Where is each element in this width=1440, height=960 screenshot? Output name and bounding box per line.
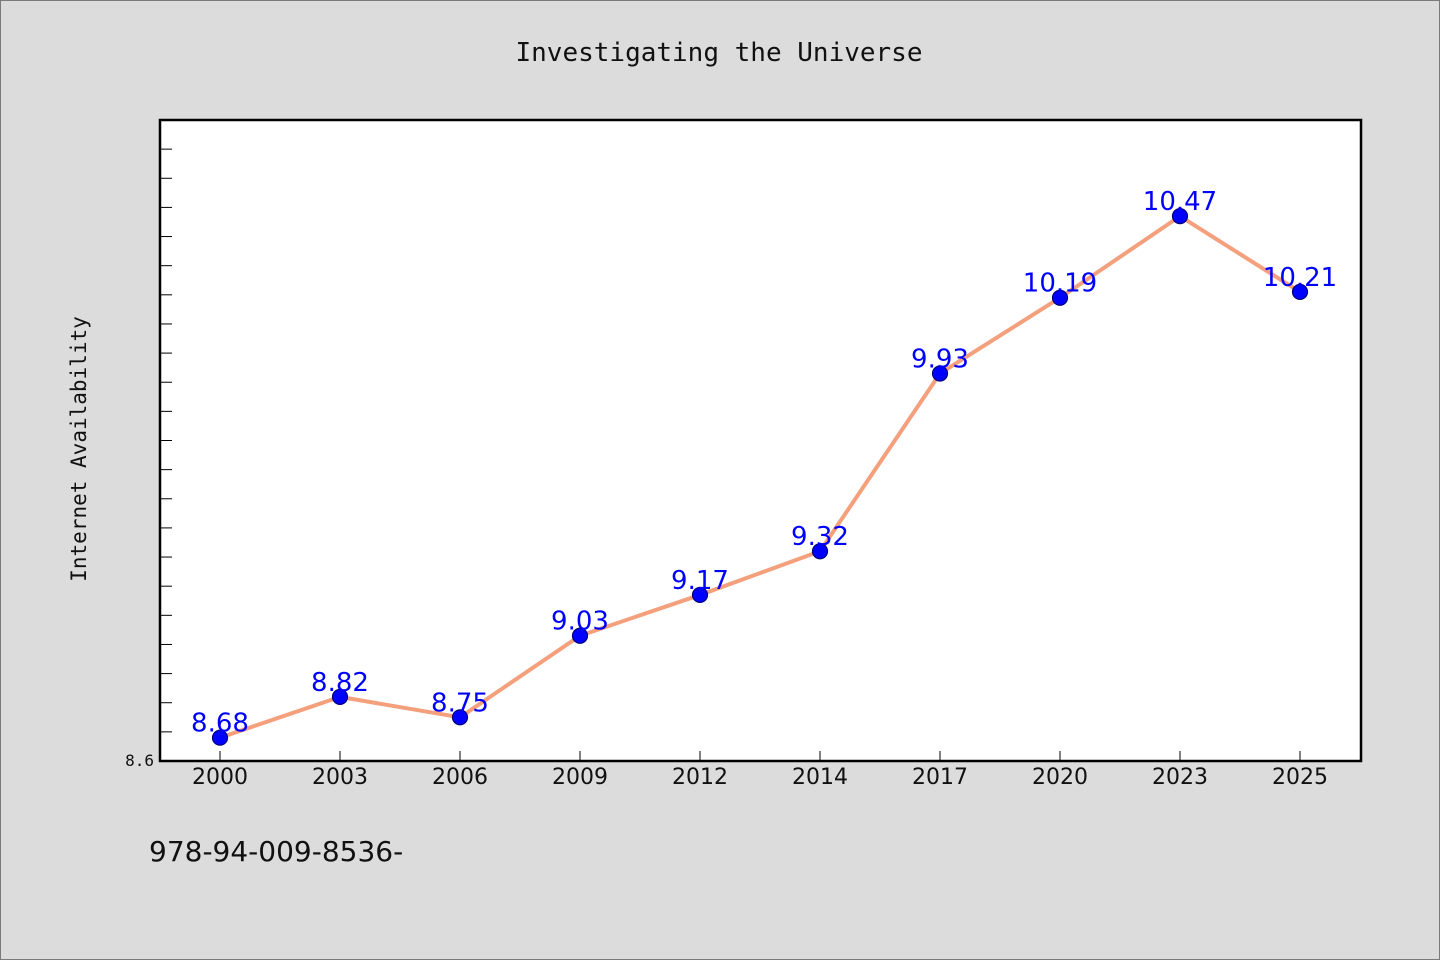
- x-tick-label: 2017: [912, 765, 968, 790]
- y-axis-label: Internet Availability: [67, 316, 91, 582]
- x-tick-label: 2003: [312, 765, 368, 790]
- x-tick-label: 2006: [432, 765, 488, 790]
- footer-isbn-text: 978-94-009-8536-: [149, 835, 404, 868]
- data-label: 9.32: [791, 522, 849, 552]
- x-axis-ticks: 2000 2003 2006 2009 2012 2014 2017 2020 2023 2025: [192, 751, 1328, 790]
- data-label: 10.47: [1143, 187, 1217, 217]
- data-label: 9.17: [671, 566, 729, 596]
- x-tick-label: 2023: [1152, 765, 1208, 790]
- data-point: [1291, 283, 1309, 301]
- data-point: [451, 709, 469, 726]
- x-tick-label: 2014: [792, 765, 848, 790]
- data-point: [1051, 289, 1069, 306]
- data-label: 10.19: [1023, 269, 1097, 299]
- data-point: [691, 586, 709, 604]
- data-point: [811, 543, 829, 560]
- data-label: 8.75: [431, 688, 489, 718]
- chart-title: Investigating the Universe: [516, 38, 923, 68]
- x-tick-label: 2012: [672, 765, 728, 790]
- series-line: [219, 214, 1302, 740]
- data-labels: 8.68 8.82 8.75 9.03 9.17 9.32 9.93 10.19 10.47 10…: [191, 187, 1337, 739]
- data-label: 9.03: [551, 607, 609, 637]
- data-label: 9.93: [911, 344, 969, 374]
- data-point: [331, 688, 349, 706]
- data-label: 8.82: [311, 668, 369, 698]
- x-tick-label: 2025: [1272, 765, 1328, 790]
- y-tick-label: 8.6: [125, 751, 154, 770]
- x-tick-label: 2000: [192, 765, 248, 790]
- data-point: [1171, 208, 1189, 225]
- x-tick-label: 2020: [1032, 765, 1088, 790]
- x-tick-label: 2009: [552, 765, 608, 790]
- data-label: 8.68: [191, 709, 249, 739]
- data-point: [931, 365, 949, 382]
- data-label: 10.21: [1263, 263, 1337, 293]
- data-point: [211, 729, 229, 746]
- data-points: [211, 208, 1309, 746]
- y-axis-ticks: 8.6: [125, 148, 172, 770]
- data-point: [571, 627, 589, 644]
